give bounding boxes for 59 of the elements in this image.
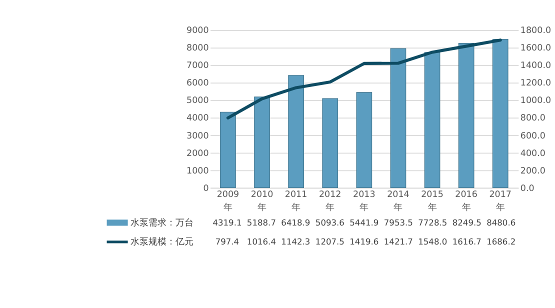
legend-label: 水泵需求：万台: [130, 217, 194, 228]
y2-tick-label: 800.0: [520, 114, 546, 124]
x-tick-label: 2017年: [489, 190, 512, 214]
data-label: 8249.5: [452, 217, 482, 228]
x-tick-label: 2011年: [284, 190, 308, 214]
data-label: 1419.6: [350, 236, 379, 247]
data-label: 1686.2: [486, 236, 516, 247]
y-tick-label: 5000: [186, 96, 209, 106]
data-label: 6418.9: [281, 217, 310, 228]
data-label: 1616.7: [452, 236, 482, 247]
data-label: 1142.3: [281, 236, 310, 247]
y2-tick-label: 1800.0: [520, 26, 552, 36]
y2-tick-label: 1600.0: [520, 44, 552, 54]
data-label: 797.4: [215, 236, 240, 247]
x-tick-label: 2015年: [421, 190, 444, 214]
y-tick-label: 1000: [186, 166, 209, 176]
data-label: 5093.6: [315, 217, 344, 228]
x-tick-label: 2016年: [455, 190, 478, 214]
data-label: 1548.0: [418, 236, 448, 247]
y2-tick-label: 600.0: [520, 131, 546, 142]
data-label: 7953.5: [384, 217, 413, 228]
bar: [288, 75, 304, 188]
y-tick-label: 3000: [186, 131, 209, 142]
y2-tick-label: 1000.0: [520, 96, 552, 106]
data-label: 7728.5: [418, 217, 448, 228]
y-tick-label: 7000: [186, 61, 209, 72]
y-tick-label: 9000: [186, 26, 209, 36]
bar: [492, 38, 508, 188]
x-tick-label: 2010年: [250, 190, 274, 214]
data-label: 5441.9: [350, 217, 379, 228]
bar: [424, 52, 440, 188]
y-tick-label: 2000: [186, 148, 209, 159]
y2-tick-label: 1400.0: [520, 61, 552, 72]
x-tick-label: 2013年: [353, 190, 376, 214]
data-label: 5188.7: [246, 217, 276, 228]
y-tick-label: 6000: [186, 78, 209, 89]
data-label: 1421.7: [384, 236, 413, 247]
data-label: 1016.4: [246, 236, 276, 247]
x-tick-label: 2012年: [318, 190, 342, 214]
y2-tick-label: 1200.0: [520, 78, 552, 89]
y2-tick-label: 0.0: [520, 184, 534, 194]
data-label: 4319.1: [212, 217, 242, 228]
x-tick-label: 2009年: [216, 190, 240, 214]
bar: [254, 96, 270, 188]
y2-tick-label: 400.0: [520, 148, 546, 159]
bar: [220, 112, 236, 188]
y-tick-label: 8000: [186, 44, 209, 54]
x-tick-label: 2014年: [387, 190, 410, 214]
bar: [356, 92, 372, 188]
bar: [390, 48, 406, 188]
legend-label: 水泵规模：亿元: [130, 236, 194, 248]
line-series: [226, 38, 502, 120]
y2-tick-label: 200.0: [520, 166, 546, 176]
bar: [322, 98, 338, 188]
data-label: 1207.5: [315, 236, 344, 247]
y-tick-label: 4000: [186, 114, 209, 124]
bar: [458, 43, 474, 188]
data-label: 8480.6: [486, 217, 516, 228]
y-tick-label: 0: [203, 184, 209, 194]
